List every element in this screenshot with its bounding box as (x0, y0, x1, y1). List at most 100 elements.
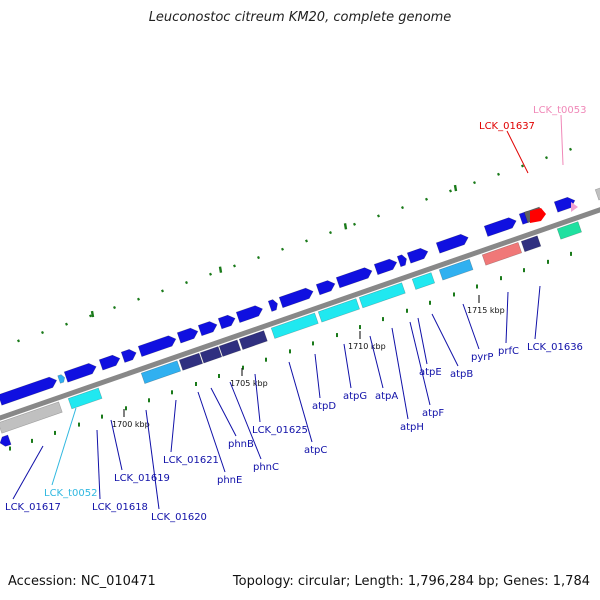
label-leader-atpD (314, 353, 321, 399)
gene-forward-17[interactable] (483, 216, 518, 237)
gene-forward-7[interactable] (217, 313, 237, 330)
label-leader-atpH (391, 327, 409, 420)
gene-forward-12[interactable] (335, 266, 374, 289)
gene-label-atpD[interactable]: atpD (312, 401, 336, 412)
gene-forward-9-shape (267, 299, 278, 312)
gene-reverse-8[interactable] (317, 298, 360, 323)
gene-label-atpC[interactable]: atpC (304, 445, 327, 456)
gene-forward-10-shape (278, 287, 314, 309)
gene-reverse-2-shape (140, 360, 182, 384)
skew-dot (112, 305, 117, 310)
label-leader-atpA (369, 335, 384, 389)
gene-forward-5-shape (176, 327, 199, 344)
map-title: Leuconostoc citreum KM20, complete genom… (148, 10, 452, 25)
ruler-tick-label: 1715 kbp (467, 306, 505, 315)
skew-dot (136, 297, 141, 301)
gene-label-atpE[interactable]: atpE (419, 367, 442, 378)
skew-dot (256, 256, 261, 260)
gene-reverse-3-shape (178, 352, 204, 371)
label-leader-LCK_01618 (96, 429, 101, 500)
gene-lck-t0053[interactable] (571, 202, 578, 212)
gene-reverse-extra[interactable] (0, 434, 12, 448)
gene-forward-3-shape (120, 349, 137, 363)
gene-reverse-0[interactable] (0, 401, 63, 434)
gene-reverse-6-shape (238, 330, 268, 350)
gene-forward-gray[interactable] (594, 185, 600, 201)
gene-reverse-7[interactable] (270, 312, 319, 339)
gene-reverse-13-shape (520, 235, 542, 253)
gene-label-atpA[interactable]: atpA (375, 391, 398, 402)
gene-forward-trna-shape (57, 374, 65, 384)
gene-reverse-3[interactable] (178, 352, 204, 371)
gene-forward-16-shape (435, 233, 469, 254)
gene-reverse-1[interactable] (67, 387, 103, 410)
gene-label-LCK_01619[interactable]: LCK_01619 (114, 473, 170, 484)
label-leader-atpC (288, 361, 313, 443)
gene-forward-0[interactable] (0, 375, 58, 406)
ruler-tick-label: 1705 kbp (230, 379, 268, 388)
skew-dot (90, 310, 95, 318)
skew-dot (64, 322, 69, 326)
gene-reverse-extra-shape (0, 434, 12, 447)
gene-forward-6[interactable] (197, 320, 219, 337)
label-leader-LCK_01620 (145, 409, 160, 510)
gene-reverse-11[interactable] (438, 258, 474, 281)
gene-label-LCK_01617[interactable]: LCK_01617 (5, 502, 61, 513)
label-leader-LCK_01625 (254, 373, 261, 423)
gene-label-phnE[interactable]: phnE (217, 475, 242, 486)
gc-skew-dots (16, 147, 573, 343)
gene-reverse-5[interactable] (218, 339, 242, 357)
gene-forward-9[interactable] (267, 298, 279, 312)
gene-forward-3[interactable] (120, 348, 138, 363)
gene-label-LCK_t0052[interactable]: LCK_t0052 (44, 488, 97, 499)
gene-forward-4[interactable] (137, 334, 178, 357)
gene-label-atpG[interactable]: atpG (343, 391, 367, 402)
gene-reverse-5-shape (218, 339, 242, 357)
gene-reverse-10[interactable] (411, 272, 436, 290)
gene-reverse-12[interactable] (481, 242, 523, 266)
gene-label-LCK_01621[interactable]: LCK_01621 (163, 455, 219, 466)
gene-forward-11[interactable] (315, 279, 337, 296)
gene-label-phnB[interactable]: phnB (228, 439, 254, 450)
gene-label-LCK_01636[interactable]: LCK_01636 (527, 342, 583, 353)
gene-reverse-9[interactable] (358, 282, 406, 309)
gene-forward-5[interactable] (176, 326, 200, 344)
gene-forward-16[interactable] (435, 232, 470, 254)
gene-label-phnC[interactable]: phnC (253, 462, 279, 473)
gene-forward-14[interactable] (396, 254, 408, 268)
gene-forward-15-shape (406, 247, 429, 264)
label-leader-LCK_01636 (534, 285, 541, 340)
gene-label-LCK_01620[interactable]: LCK_01620 (151, 512, 207, 523)
gene-reverse-6[interactable] (238, 330, 268, 350)
gene-forward-trna[interactable] (57, 374, 66, 384)
gene-label-LCK_01637[interactable]: LCK_01637 (479, 121, 535, 132)
gene-lck01637[interactable] (530, 208, 546, 223)
gene-forward-12-shape (335, 267, 373, 289)
gene-forward-15[interactable] (406, 246, 430, 264)
gene-label-prfC[interactable]: prfC (498, 346, 519, 357)
gene-forward-0-shape (0, 376, 58, 406)
gene-label-atpB[interactable]: atpB (450, 369, 473, 380)
gene-reverse-1-shape (67, 387, 103, 410)
skew-dot (16, 339, 21, 343)
gene-label-atpH[interactable]: atpH (400, 422, 424, 433)
gene-forward-8[interactable] (235, 304, 264, 323)
gene-reverse-14[interactable] (556, 221, 582, 240)
gene-label-atpF[interactable]: atpF (422, 408, 444, 419)
gene-label-LCK_01625[interactable]: LCK_01625 (252, 425, 308, 436)
topology-text: Topology: circular; Length: 1,796,284 bp… (232, 574, 590, 589)
gene-reverse-4[interactable] (199, 346, 223, 364)
gene-label-pyrP[interactable]: pyrP (471, 352, 493, 363)
label-leader-LCK_01619 (110, 419, 123, 471)
label-leader-prfC (505, 291, 509, 344)
gene-forward-10[interactable] (278, 286, 315, 309)
gene-reverse-13[interactable] (520, 235, 542, 253)
gene-label-LCK_01618[interactable]: LCK_01618 (92, 502, 148, 513)
label-leader-lines (12, 114, 564, 510)
gene-label-LCK_t0053[interactable]: LCK_t0053 (533, 105, 586, 116)
gene-forward-13[interactable] (373, 257, 398, 276)
gene-forward-1[interactable] (63, 361, 98, 383)
gene-reverse-2[interactable] (140, 360, 182, 384)
gene-forward-2[interactable] (98, 353, 122, 371)
